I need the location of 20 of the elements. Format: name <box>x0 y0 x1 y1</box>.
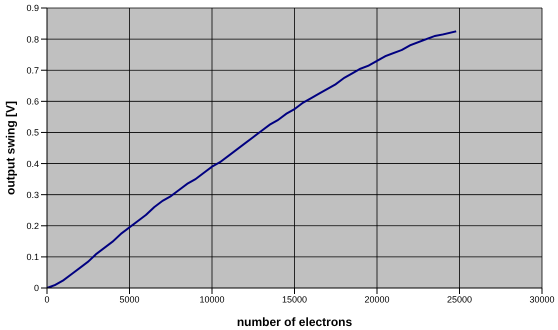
line-series <box>47 30 458 288</box>
x-axis-title: number of electrons <box>236 315 352 329</box>
x-tick-label: 10000 <box>199 294 225 304</box>
x-tick-label: 0 <box>44 294 50 304</box>
y-tick-label: 0.3 <box>26 190 39 200</box>
x-tick-label: 20000 <box>364 294 390 304</box>
y-tick-label: 0 <box>34 283 39 294</box>
y-axis-title: output swing [V] <box>3 101 18 195</box>
y-tick-label: 0.5 <box>26 128 39 138</box>
x-tick-label: 15000 <box>282 294 308 304</box>
y-tick-label: 0.4 <box>26 158 39 169</box>
y-tick-label: 0.8 <box>26 34 39 44</box>
y-tick-label: 0.1 <box>26 252 39 262</box>
y-tick-label: 0.9 <box>26 3 39 14</box>
y-tick-label: 0.7 <box>26 65 39 76</box>
x-tick-label: 30000 <box>529 294 555 304</box>
x-tick-label: 5000 <box>119 294 140 304</box>
x-tick-label: 25000 <box>446 294 472 304</box>
y-tick-label: 0.2 <box>26 220 39 231</box>
y-tick-label: 0.6 <box>26 96 39 107</box>
